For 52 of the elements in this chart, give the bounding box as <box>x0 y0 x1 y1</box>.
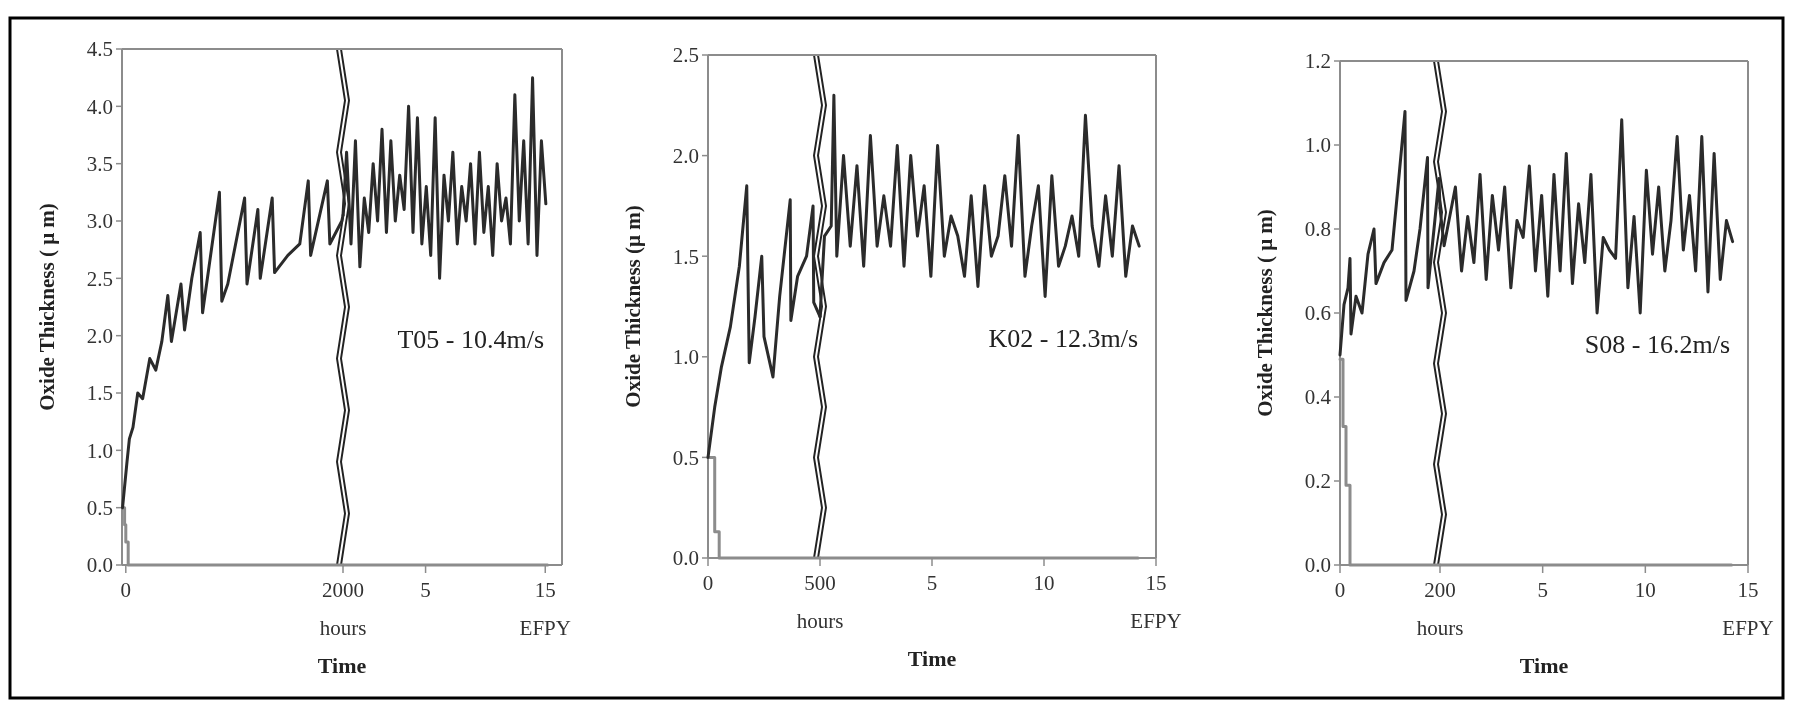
x-tick-label: 0 <box>702 571 714 595</box>
y-tick-label: 3.0 <box>86 209 113 234</box>
y-tick-label: 2.0 <box>86 324 113 349</box>
y-axis-title: Oxide Thickness ( μ m) <box>1253 209 1277 417</box>
y-tick-label: 1.0 <box>1304 133 1331 158</box>
x-tick-label: 15 <box>534 578 556 602</box>
x-tick-label: 15 <box>1737 578 1759 602</box>
x-tick-label: 500 <box>804 571 836 595</box>
x-tick-label: 10 <box>1634 578 1656 602</box>
y-tick-label: 0.8 <box>1304 217 1331 242</box>
text: Time <box>1519 653 1569 678</box>
y-tick-label: 1.5 <box>86 381 113 406</box>
text: Time <box>907 646 957 671</box>
annotation: T05 - 10.4m/s <box>397 325 544 355</box>
y-tick-label: 0.0 <box>86 553 113 578</box>
x-tick-label: 5 <box>1537 578 1548 602</box>
y-tick-label: 1.0 <box>86 438 113 463</box>
y-tick-label: 0.0 <box>1304 553 1331 578</box>
y-tick-label: 0.6 <box>1304 301 1331 326</box>
x-tick-label: 2000 <box>322 578 364 602</box>
y-tick-label: 1.2 <box>1304 49 1331 74</box>
y-tick-label: 2.0 <box>672 143 699 168</box>
x-axis-title: hours <box>1416 616 1464 640</box>
y-tick-label: 4.5 <box>86 37 113 62</box>
y-axis-title: Oxide Thickness ( μ m) <box>35 203 59 411</box>
x-tick-label: 15 <box>1145 571 1167 595</box>
y-tick-label: 0.5 <box>672 445 699 470</box>
x-tick-label: 5 <box>420 578 431 602</box>
x-tick-label: 10 <box>1033 571 1055 595</box>
text: Time <box>317 653 367 678</box>
annotation: K02 - 12.3m/s <box>988 323 1138 353</box>
y-tick-label: 2.5 <box>86 266 113 291</box>
y-tick-label: 0.4 <box>1304 385 1332 410</box>
y-tick-label: 4.0 <box>86 94 113 119</box>
y-tick-label: 2.5 <box>672 43 699 68</box>
x-axis-title: EFPY <box>1722 616 1774 640</box>
y-axis-title: Oxide Thickness (μ m) <box>621 205 645 408</box>
y-tick-label: 0.0 <box>672 546 699 571</box>
x-axis-title: EFPY <box>519 616 571 640</box>
x-axis-title: hours <box>796 609 844 633</box>
x-tick-label: 5 <box>926 571 938 595</box>
y-tick-label: 1.5 <box>672 244 699 269</box>
x-tick-label: 0 <box>120 578 132 602</box>
x-tick-label: 200 <box>1424 578 1456 602</box>
y-tick-label: 0.5 <box>86 496 113 521</box>
x-axis-title: EFPY <box>1130 609 1182 633</box>
annotation: S08 - 16.2m/s <box>1584 330 1730 360</box>
x-tick-label: 0 <box>1334 578 1346 602</box>
x-axis-title: hours <box>319 616 367 640</box>
y-tick-label: 3.5 <box>86 152 113 177</box>
y-tick-label: 1.0 <box>672 345 699 370</box>
y-tick-label: 0.2 <box>1304 469 1331 494</box>
